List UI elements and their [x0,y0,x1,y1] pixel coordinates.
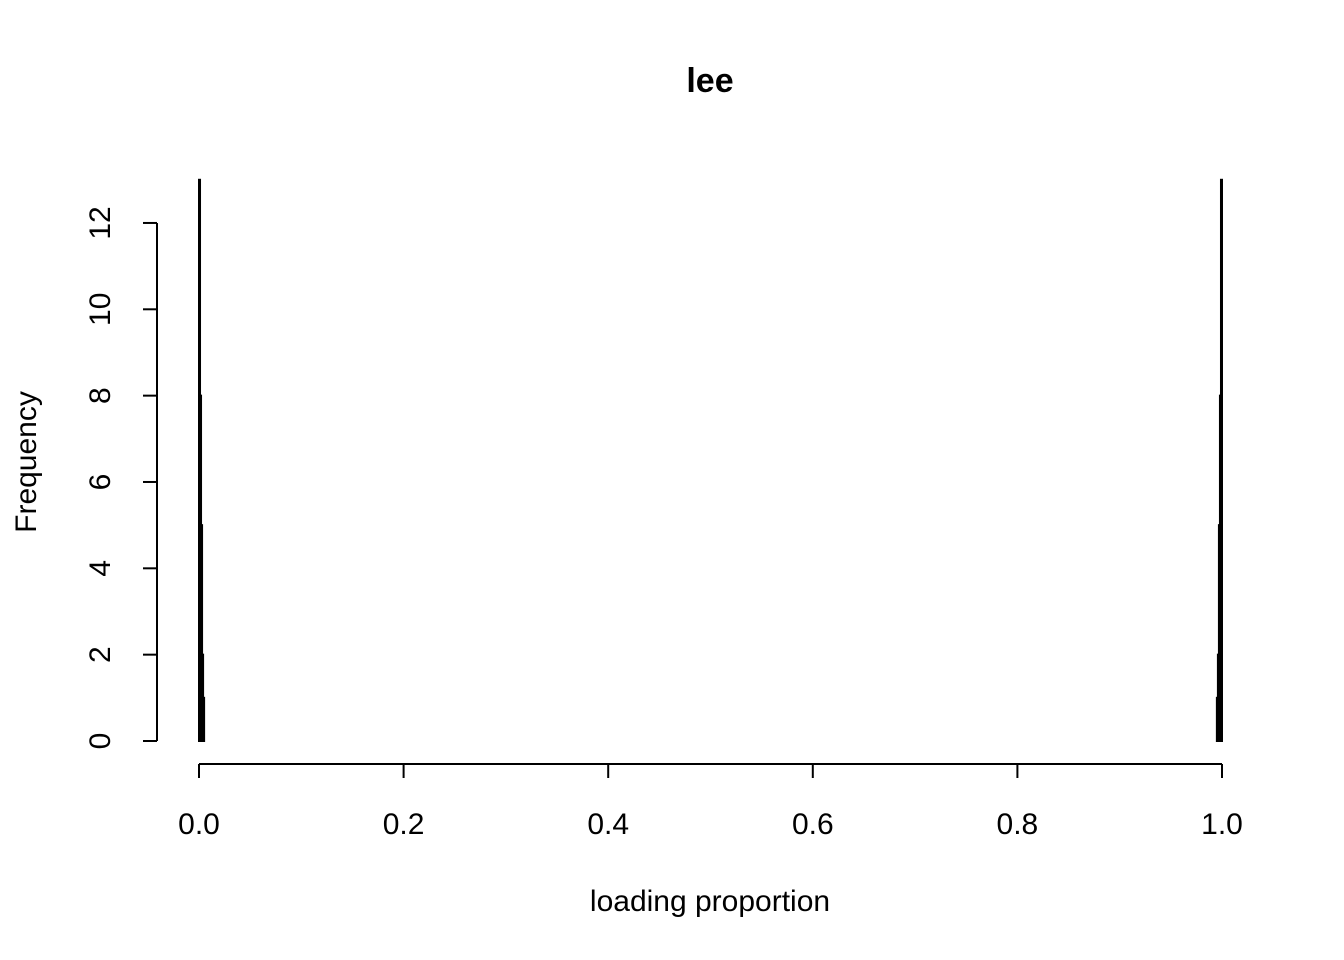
x-tick-label: 0.4 [587,808,629,841]
histogram-bars [198,178,1223,743]
histogram-bar [202,696,206,743]
histogram-bar [1219,178,1223,743]
x-tick-label: 1.0 [1201,808,1243,841]
y-tick-label: 8 [84,387,117,404]
y-tick-label: 0 [84,733,117,750]
y-tick-label: 12 [84,206,117,239]
y-tick-label: 6 [84,474,117,491]
chart-title: lee [686,62,733,100]
y-tick-label: 10 [84,293,117,326]
x-tick-label: 0.0 [178,808,220,841]
y-tick-label: 2 [84,646,117,663]
x-tick-label: 0.6 [792,808,834,841]
x-tick-label: 0.8 [997,808,1039,841]
x-axis: 0.0 0.2 0.4 0.6 0.8 1.0 [178,763,1243,841]
y-axis-label: Frequency [10,391,43,533]
y-axis: 0 2 4 6 8 10 12 [84,206,158,750]
x-axis-label: loading proportion [590,885,830,918]
x-tick-label: 0.2 [383,808,425,841]
y-tick-label: 4 [84,560,117,577]
